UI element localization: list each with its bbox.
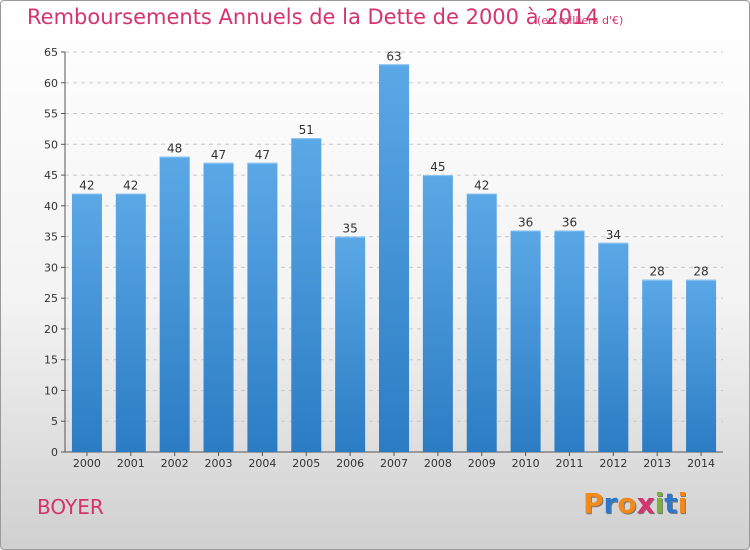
data-label: 42 <box>123 179 138 193</box>
x-tick-label: 2004 <box>248 457 276 470</box>
bars <box>71 64 717 453</box>
y-tick-label: 15 <box>44 354 58 367</box>
data-label: 48 <box>167 142 182 156</box>
logo-letter: P <box>583 487 604 520</box>
data-label: 45 <box>430 160 445 174</box>
x-tick-label: 2012 <box>599 457 627 470</box>
data-label: 42 <box>79 179 94 193</box>
data-label: 36 <box>562 215 577 229</box>
commune-name: BOYER <box>37 495 104 519</box>
logo-letter: i <box>677 487 688 520</box>
bar-2002 <box>159 156 190 452</box>
x-tick-label: 2013 <box>643 457 671 470</box>
data-label: 36 <box>518 215 533 229</box>
data-label: 34 <box>606 228 621 242</box>
y-tick-label: 55 <box>44 108 58 121</box>
y-tick-label: 10 <box>44 384 58 397</box>
x-tick-label: 2010 <box>512 457 540 470</box>
y-tick-label: 40 <box>44 200 58 213</box>
x-tick-label: 2003 <box>205 457 233 470</box>
bar-2010 <box>510 230 541 452</box>
proxiti-logo: Proxiti <box>583 487 687 520</box>
logo-letter: x <box>636 487 655 520</box>
x-tick-label: 2007 <box>380 457 408 470</box>
bar-2004 <box>247 162 278 452</box>
bar-2012 <box>598 242 629 452</box>
logo-letter: o <box>617 487 637 520</box>
y-tick-label: 0 <box>51 446 58 459</box>
bar-2011 <box>554 230 585 452</box>
logo-letter: r <box>603 487 618 520</box>
data-label: 47 <box>255 148 270 162</box>
data-label: 28 <box>650 265 665 279</box>
data-label: 28 <box>693 265 708 279</box>
bar-2000 <box>71 193 102 453</box>
chart-title: Remboursements Annuels de la Dette de 20… <box>27 5 599 29</box>
x-tick-label: 2014 <box>687 457 715 470</box>
x-tick-label: 2005 <box>292 457 320 470</box>
x-tick-label: 2008 <box>424 457 452 470</box>
x-tick-label: 2011 <box>555 457 583 470</box>
data-labels: 42 2000 42 2001 48 2002 47 2003 47 2004 51 2005 35 20… <box>73 49 715 470</box>
x-tick-label: 2000 <box>73 457 101 470</box>
y-tick-label: 5 <box>51 415 58 428</box>
bar-2013 <box>642 279 673 452</box>
logo-letter: i <box>654 487 665 520</box>
y-tick-label: 50 <box>44 138 58 151</box>
data-label: 63 <box>386 49 401 63</box>
data-label: 35 <box>342 222 357 236</box>
x-tick-label: 2001 <box>117 457 145 470</box>
logo-letter: t <box>664 487 678 520</box>
bar-2001 <box>115 193 146 453</box>
data-label: 42 <box>474 179 489 193</box>
bar-2003 <box>203 162 234 452</box>
y-tick-label: 20 <box>44 323 58 336</box>
x-tick-label: 2009 <box>468 457 496 470</box>
unit-label: (en milliers d'€) <box>537 14 624 27</box>
x-tick-label: 2002 <box>161 457 189 470</box>
bar-2005 <box>291 138 322 452</box>
y-tick-label: 25 <box>44 292 58 305</box>
y-tick-label: 30 <box>44 261 58 274</box>
bar-2008 <box>422 175 453 453</box>
y-tick-label: 45 <box>44 169 58 182</box>
y-tick-label: 35 <box>44 231 58 244</box>
y-tick-label: 65 <box>44 46 58 59</box>
bar-2014 <box>686 279 717 452</box>
data-label: 47 <box>211 148 226 162</box>
y-tick-label: 60 <box>44 77 58 90</box>
bar-2009 <box>466 193 497 453</box>
bar-2007 <box>379 64 409 453</box>
x-tick-label: 2006 <box>336 457 364 470</box>
bar-2006 <box>335 236 366 452</box>
data-label: 51 <box>299 123 314 137</box>
